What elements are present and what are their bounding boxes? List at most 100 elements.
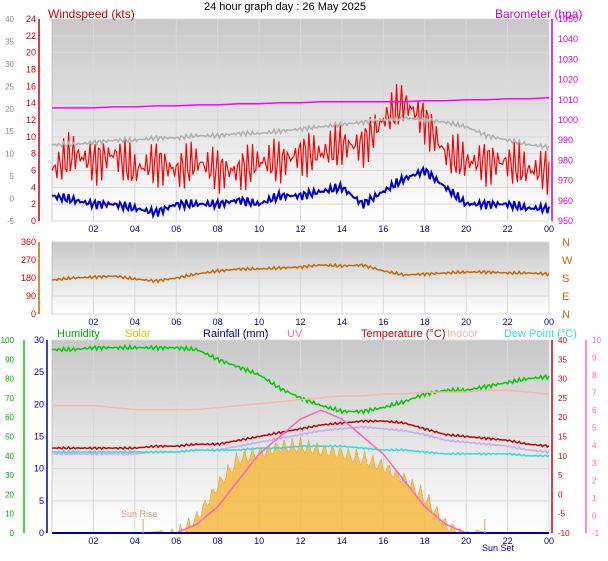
temperature-tick-label: 25 bbox=[558, 394, 567, 403]
x-tick-label: 04 bbox=[130, 317, 140, 327]
windspeed-tick-label: 12 bbox=[26, 115, 36, 125]
outer-left-tick-label: 10 bbox=[5, 150, 14, 159]
humidity-tick-label: 30 bbox=[5, 471, 14, 480]
barometer-tick-label: 1020 bbox=[558, 75, 578, 85]
uv-tick-label: 6 bbox=[592, 406, 597, 415]
x-tick-label: 06 bbox=[171, 317, 181, 327]
uv-tick-label: 3 bbox=[592, 459, 597, 468]
x-tick-label: 10 bbox=[254, 224, 264, 234]
direction-tick-label: 180 bbox=[21, 273, 36, 283]
rain-tick-label: 15 bbox=[34, 432, 44, 442]
barometer-tick-label: 1010 bbox=[558, 95, 578, 105]
humidity-tick-label: 10 bbox=[5, 510, 14, 519]
windspeed-tick-label: 4 bbox=[31, 182, 36, 192]
temperature-tick-label: 0 bbox=[558, 490, 563, 499]
x-tick-label: 22 bbox=[503, 536, 513, 546]
outer-left-tick-label: 35 bbox=[5, 37, 14, 46]
uv-tick-label: 2 bbox=[592, 476, 597, 485]
series-indoor bbox=[52, 389, 550, 411]
rain-tick-label: 30 bbox=[34, 335, 44, 345]
x-tick-label: 08 bbox=[213, 536, 223, 546]
outer-left-tick-label: 25 bbox=[5, 82, 14, 91]
compass-label: N bbox=[562, 309, 570, 321]
compass-label: N bbox=[562, 237, 570, 249]
page-title: 24 hour graph day : 26 May 2025 bbox=[204, 1, 366, 13]
outer-left-tick-label: -5 bbox=[7, 217, 15, 226]
direction-tick-label: 270 bbox=[21, 255, 36, 265]
windspeed-tick-label: 10 bbox=[26, 132, 36, 142]
uv-legend: UV bbox=[287, 328, 303, 340]
series-temp_outer bbox=[51, 113, 550, 152]
humidity-tick-label: 20 bbox=[5, 490, 14, 499]
direction-tick-label: 0 bbox=[31, 309, 36, 319]
compass-label: S bbox=[562, 273, 569, 285]
barometer-axis-title: Barometer (hpa) bbox=[495, 7, 582, 21]
x-tick-label: 18 bbox=[420, 317, 430, 327]
windspeed-axis-title: Windspeed (kts) bbox=[48, 7, 135, 21]
rain-tick-label: 0 bbox=[39, 528, 44, 538]
temperature-tick-label: -5 bbox=[558, 510, 566, 519]
windspeed-tick-label: 14 bbox=[26, 98, 36, 108]
x-tick-label: 16 bbox=[378, 317, 388, 327]
x-tick-label: 06 bbox=[171, 536, 181, 546]
x-tick-label: 04 bbox=[130, 536, 140, 546]
x-tick-label: 14 bbox=[337, 536, 347, 546]
temperature-tick-label: 20 bbox=[558, 413, 567, 422]
temperature-tick-label: 10 bbox=[558, 452, 567, 461]
windspeed-tick-label: 16 bbox=[26, 81, 36, 91]
x-tick-label: 18 bbox=[420, 536, 430, 546]
outer-left-tick-label: 15 bbox=[5, 127, 14, 136]
direction-tick-label: 360 bbox=[21, 237, 36, 247]
series-barometer bbox=[52, 97, 550, 109]
windspeed-tick-label: 8 bbox=[31, 149, 36, 159]
outer-left-tick-label: 20 bbox=[5, 105, 14, 114]
x-tick-label: 10 bbox=[254, 317, 264, 327]
humidity-tick-label: 100 bbox=[1, 336, 15, 345]
x-tick-label: 00 bbox=[544, 224, 554, 234]
rain-tick-label: 5 bbox=[39, 496, 44, 506]
windspeed-tick-label: 0 bbox=[31, 216, 36, 226]
sunrise-label: Sun Rise bbox=[121, 509, 158, 519]
windspeed-tick-label: 6 bbox=[31, 166, 36, 176]
x-tick-label: 10 bbox=[254, 536, 264, 546]
x-tick-label: 22 bbox=[503, 224, 513, 234]
x-tick-label: 06 bbox=[171, 224, 181, 234]
humidity-tick-label: 90 bbox=[5, 355, 14, 364]
uv-tick-label: 8 bbox=[592, 371, 597, 380]
x-tick-label: 02 bbox=[88, 224, 98, 234]
series-apparent bbox=[51, 425, 550, 457]
barometer-tick-label: 1040 bbox=[558, 34, 578, 44]
temperature-legend: Temperature (°C) bbox=[361, 328, 445, 340]
temperature-tick-label: 15 bbox=[558, 433, 567, 442]
compass-label: W bbox=[562, 255, 573, 267]
x-tick-label: 20 bbox=[461, 224, 471, 234]
rain-tick-label: 25 bbox=[34, 367, 44, 377]
x-tick-label: 00 bbox=[544, 317, 554, 327]
x-tick-label: 12 bbox=[295, 536, 305, 546]
humidity-tick-label: 60 bbox=[5, 413, 14, 422]
outer-left-tick-label: 30 bbox=[5, 60, 14, 69]
series-temperature bbox=[51, 419, 550, 451]
windspeed-tick-label: 18 bbox=[26, 65, 36, 75]
dewpoint-legend: Dew Point (°C) bbox=[504, 328, 577, 340]
series-direction bbox=[51, 262, 550, 284]
windspeed-tick-label: 20 bbox=[26, 48, 36, 58]
x-tick-label: 08 bbox=[213, 317, 223, 327]
x-tick-label: 16 bbox=[378, 224, 388, 234]
windspeed-tick-label: 22 bbox=[26, 31, 36, 41]
temperature-tick-label: -10 bbox=[558, 529, 570, 538]
windspeed-tick-label: 24 bbox=[26, 14, 36, 24]
direction-tick-label: 90 bbox=[26, 291, 36, 301]
outer-left-tick-label: 0 bbox=[10, 195, 15, 204]
solar-legend: Solar bbox=[125, 328, 151, 340]
compass-label: E bbox=[562, 291, 569, 303]
barometer-tick-label: 970 bbox=[558, 176, 573, 186]
barometer-tick-label: 980 bbox=[558, 155, 573, 165]
series-gust bbox=[51, 84, 550, 195]
uv-tick-label: 7 bbox=[592, 389, 597, 398]
humidity-tick-label: 0 bbox=[10, 529, 15, 538]
x-tick-label: 04 bbox=[130, 224, 140, 234]
series-wind bbox=[51, 165, 550, 220]
